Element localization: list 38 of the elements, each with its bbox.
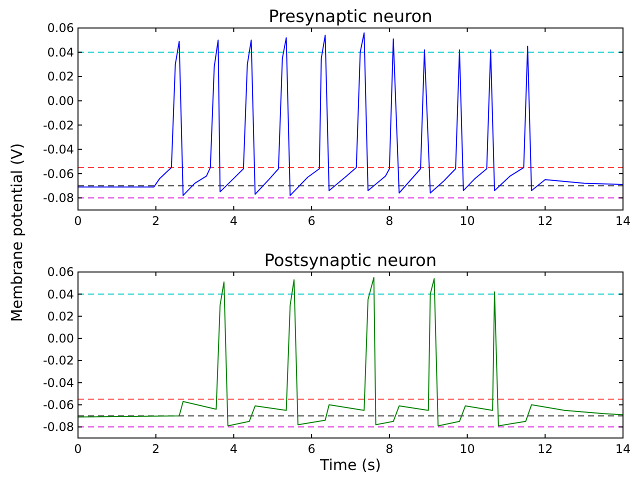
x-axis-title: Time (s) [319, 456, 381, 474]
line-series [78, 277, 624, 426]
x-tick-label: 6 [308, 442, 316, 456]
x-tick-label: 2 [152, 214, 160, 228]
x-tick-label: 2 [152, 442, 160, 456]
y-tick-label: -0.04 [42, 142, 74, 157]
y-tick-label: -0.04 [42, 376, 74, 390]
y-tick-label: 0.02 [47, 309, 74, 324]
y-tick-label: -0.06 [42, 166, 74, 181]
x-tick-label: 0 [74, 442, 82, 456]
y-tick-label: 0.06 [47, 21, 74, 36]
y-tick-label: 0.00 [47, 94, 74, 108]
chart-title: Postsynaptic neuron [264, 251, 437, 271]
x-tick-label: 8 [386, 214, 394, 228]
x-tick-label: 12 [538, 214, 553, 228]
y-tick-label: -0.08 [42, 420, 74, 434]
y-tick-label: 0.04 [47, 45, 74, 60]
y-tick-label: -0.02 [42, 118, 74, 132]
x-tick-label: 14 [615, 214, 631, 228]
x-tick-label: 6 [308, 214, 316, 228]
y-tick-label: 0.06 [47, 265, 74, 280]
y-tick-label: -0.02 [42, 354, 74, 368]
y-tick-label: -0.06 [42, 398, 74, 412]
x-tick-label: 14 [615, 442, 631, 456]
x-tick-label: 8 [386, 442, 394, 456]
line-series [78, 32, 624, 196]
x-tick-label: 10 [460, 214, 475, 228]
y-axis-title: Membrane potential (V) [8, 143, 26, 322]
x-tick-label: 4 [230, 214, 238, 228]
x-tick-label: 12 [538, 442, 553, 456]
x-tick-label: 4 [230, 442, 238, 456]
y-tick-label: 0.02 [47, 70, 74, 84]
y-tick-label: 0.04 [47, 287, 74, 302]
y-tick-label: -0.08 [42, 191, 74, 206]
chart-title: Presynaptic neuron [268, 7, 432, 27]
y-tick-label: 0.00 [47, 332, 74, 346]
x-tick-label: 10 [460, 442, 475, 456]
x-tick-label: 0 [74, 214, 82, 228]
